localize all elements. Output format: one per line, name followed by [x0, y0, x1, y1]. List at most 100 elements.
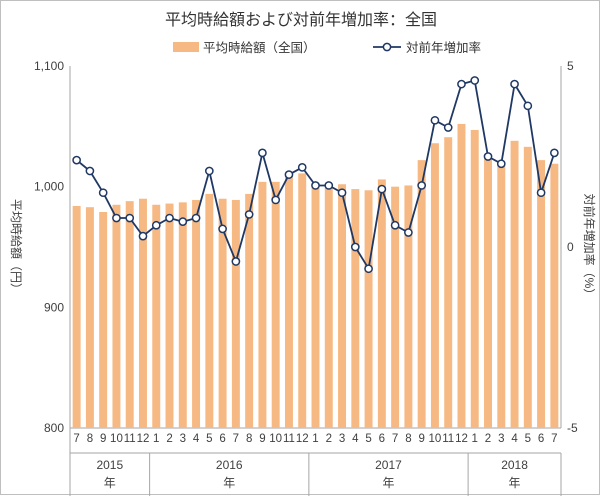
bar — [417, 160, 426, 428]
year-suffix: 年 — [382, 476, 394, 490]
line-point — [350, 242, 360, 252]
month-tick-label: 6 — [219, 433, 225, 445]
line-point — [218, 224, 227, 234]
month-tick-label: 11 — [283, 433, 295, 445]
bar — [497, 161, 506, 428]
right-tick-label: 5 — [567, 59, 574, 73]
year-suffix: 年 — [104, 476, 116, 490]
line-point — [85, 166, 95, 176]
right-tick-labels: -5 0 5 — [567, 59, 578, 435]
month-tick-label: 4 — [511, 433, 518, 445]
month-tick-label: 11 — [124, 433, 136, 445]
line-point — [297, 163, 307, 172]
month-tick-label: 1 — [312, 433, 318, 445]
left-tick-label: 900 — [44, 300, 64, 314]
month-tick-label: 5 — [365, 433, 371, 445]
bar — [351, 189, 360, 428]
line-point — [390, 220, 400, 230]
line-point — [417, 181, 427, 190]
month-tick-label: 3 — [180, 433, 186, 445]
month-tick-label: 3 — [498, 433, 504, 445]
month-tick-label: 7 — [392, 433, 398, 445]
left-tick-label: 1,000 — [34, 180, 64, 194]
legend-bar-label: 平均時給額（全国） — [203, 40, 316, 55]
month-tick-label: 7 — [551, 433, 557, 445]
month-tick-label: 10 — [429, 433, 442, 445]
right-axis-title: 対前年増加率（%） — [582, 194, 597, 301]
month-tick-label: 10 — [269, 433, 282, 445]
bar — [470, 129, 479, 428]
month-tick-label: 11 — [442, 433, 454, 445]
month-tick-label: 12 — [137, 433, 150, 445]
year-label: 2018 — [501, 458, 528, 472]
bar — [311, 183, 320, 428]
month-tick-label: 9 — [100, 433, 106, 445]
line-point — [364, 264, 373, 274]
bar — [284, 177, 293, 428]
line-point — [165, 213, 174, 223]
line-point — [112, 213, 121, 223]
line-point — [125, 213, 135, 223]
year-label: 2016 — [216, 458, 243, 472]
line-point — [284, 170, 294, 179]
line-point — [271, 195, 281, 205]
bar — [205, 193, 214, 428]
line-point — [191, 213, 201, 223]
line-point — [98, 188, 108, 198]
bar — [537, 160, 546, 428]
month-tick-label: 2 — [166, 433, 172, 445]
left-tick-labels: 800 900 1,000 1,100 — [34, 59, 64, 435]
bar — [457, 123, 466, 429]
bar — [523, 146, 532, 428]
x-axis-labels: 7 8 9 10 11 12 1 2 3 4 5 6 7 8 9 10 11 12 1 2 3 4 5 6 7 8 9 10 11 12 1… — [69, 428, 562, 496]
line-point — [457, 79, 466, 89]
month-tick-label: 4 — [193, 433, 200, 445]
right-tick-label: 0 — [567, 240, 574, 254]
line-point — [523, 101, 533, 111]
line-point — [430, 115, 440, 125]
bar — [85, 207, 94, 428]
month-tick-label: 1 — [153, 433, 159, 445]
month-tick-label: 3 — [339, 433, 345, 445]
bar — [125, 201, 134, 428]
bar — [192, 199, 201, 428]
line-point — [231, 257, 241, 266]
line-point — [244, 210, 254, 219]
bar — [391, 186, 400, 428]
chart-title: 平均時給額および対前年増加率：全国 — [165, 11, 437, 29]
month-tick-label: 7 — [73, 433, 79, 445]
month-tick-label: 6 — [538, 433, 544, 445]
bar — [165, 203, 174, 428]
bar — [152, 204, 161, 428]
line-point — [151, 220, 161, 230]
bar — [139, 198, 147, 428]
month-tick-label: 4 — [352, 433, 359, 445]
bar — [178, 202, 187, 428]
line-point — [324, 181, 334, 190]
left-tick-label: 800 — [44, 421, 64, 435]
month-tick-label: 1 — [472, 433, 478, 445]
month-tick-label: 8 — [87, 433, 93, 445]
bar — [550, 163, 559, 429]
bar — [377, 179, 386, 428]
bar — [484, 154, 492, 428]
bar — [338, 184, 347, 428]
bar-series — [72, 123, 559, 429]
bar — [231, 199, 240, 428]
line-point — [138, 231, 148, 241]
month-tick-label: 2 — [326, 433, 332, 445]
month-tick-label: 8 — [405, 433, 411, 445]
line-series — [72, 76, 559, 274]
bar — [245, 193, 254, 428]
left-tick-label: 1,100 — [34, 59, 64, 73]
bar — [444, 137, 453, 428]
bar — [258, 181, 267, 428]
bar — [112, 204, 121, 428]
month-tick-label: 5 — [525, 433, 531, 445]
legend-line-label: 対前年増加率 — [406, 40, 481, 55]
line-point — [536, 188, 546, 198]
bar — [218, 198, 227, 428]
month-tick-label: 2 — [485, 433, 491, 445]
